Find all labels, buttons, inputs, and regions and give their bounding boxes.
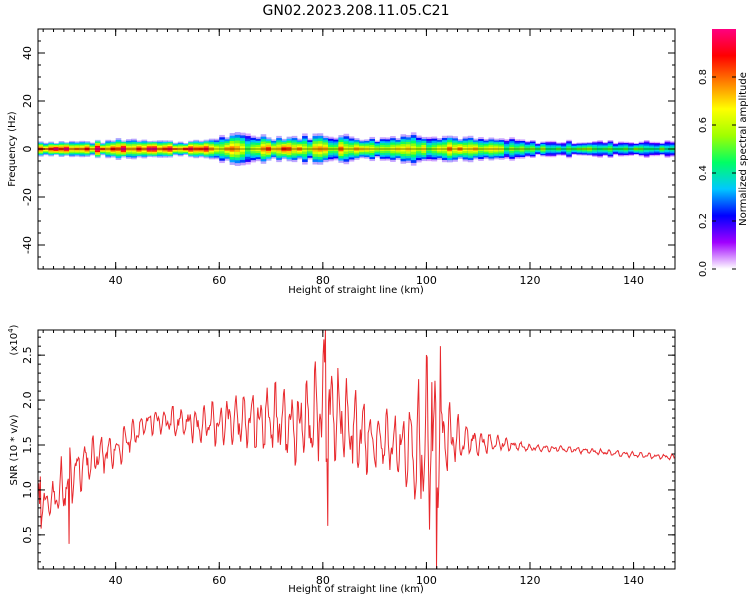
snr-x-tick-label: 40 <box>109 574 123 587</box>
snr-series-line <box>38 330 675 569</box>
colorbar: 0.0 0.2 0.4 0.6 0.8 Normalized spectral ampl… <box>698 29 749 277</box>
snr-axes: 40 60 80 100 120 140 0.5 1.0 1.5 2.0 2.5 <box>21 330 676 587</box>
snr-x-tick-label: 80 <box>316 574 330 587</box>
colorbar-gradient <box>712 29 736 269</box>
spectrogram-y-tick-label: 20 <box>21 94 34 108</box>
spectrogram-x-tick-label: 40 <box>109 274 123 287</box>
colorbar-tick-label: 0.6 <box>698 117 709 133</box>
spectrogram-y-axis-label: Frequency (Hz) <box>7 111 18 187</box>
snr-y-tick-label: 1.5 <box>21 436 34 454</box>
spectrogram-axes: 40 60 80 100 120 140 -40 -20 0 20 40 <box>21 28 676 287</box>
snr-y-tick-label: 0.5 <box>21 526 34 544</box>
spectrogram-x-tick-label: 80 <box>316 274 330 287</box>
snr-y-tick-label: 1.0 <box>21 481 34 499</box>
snr-frame <box>37 329 676 570</box>
spectrogram-panel: 40 60 80 100 120 140 -40 -20 0 20 40 Height of str… <box>7 28 676 296</box>
spectrogram-x-tick-label: 100 <box>416 274 437 287</box>
snr-y-tick-label: 2.0 <box>21 391 34 409</box>
colorbar-tick-label: 0.2 <box>698 213 709 229</box>
snr-plot-area <box>38 330 675 569</box>
snr-x-axis-label: Height of straight line (km) <box>288 584 424 595</box>
snr-y-tick-label: 2.5 <box>21 346 34 364</box>
colorbar-tick-label: 0.0 <box>698 261 709 277</box>
spectrogram-y-tick-label: 0 <box>21 146 34 153</box>
spectrogram-x-tick-label: 140 <box>623 274 644 287</box>
snr-y-axis-label: SNR (10 * v/v) <box>9 414 20 485</box>
figure-title: GN02.2023.208.11.05.C21 <box>263 3 450 19</box>
spectrogram-y-tick-label: 40 <box>21 46 34 60</box>
snr-line-layer <box>38 330 675 569</box>
colorbar-tick-label: 0.8 <box>698 69 709 85</box>
spectrogram-band <box>38 132 675 166</box>
snr-panel: 40 60 80 100 120 140 0.5 1.0 1.5 2.0 2.5 Height of… <box>7 324 676 595</box>
snr-x-tick-label: 60 <box>212 574 226 587</box>
snr-multiplier-exp: 4 <box>7 328 15 333</box>
spectrogram-x-axis-label: Height of straight line (km) <box>288 285 424 296</box>
snr-multiplier-close: ) <box>9 324 20 328</box>
svg-text:(x104): (x104) <box>7 324 20 355</box>
colorbar-ticks: 0.0 0.2 0.4 0.6 0.8 <box>698 69 736 277</box>
colorbar-label: Normalized spectral amplitude <box>738 72 749 226</box>
spectrogram-x-tick-label: 60 <box>212 274 226 287</box>
spectrogram-x-tick-label: 120 <box>519 274 540 287</box>
snr-multiplier-base: (x10 <box>9 333 20 356</box>
snr-y-multiplier: (x104) <box>7 324 20 355</box>
snr-x-tick-label: 140 <box>623 574 644 587</box>
colorbar-tick-label: 0.4 <box>698 165 709 181</box>
spectrogram-y-tick-label: -40 <box>21 236 34 254</box>
snr-x-tick-label: 120 <box>519 574 540 587</box>
snr-x-tick-label: 100 <box>416 574 437 587</box>
spectrogram-y-tick-label: -20 <box>21 188 34 206</box>
